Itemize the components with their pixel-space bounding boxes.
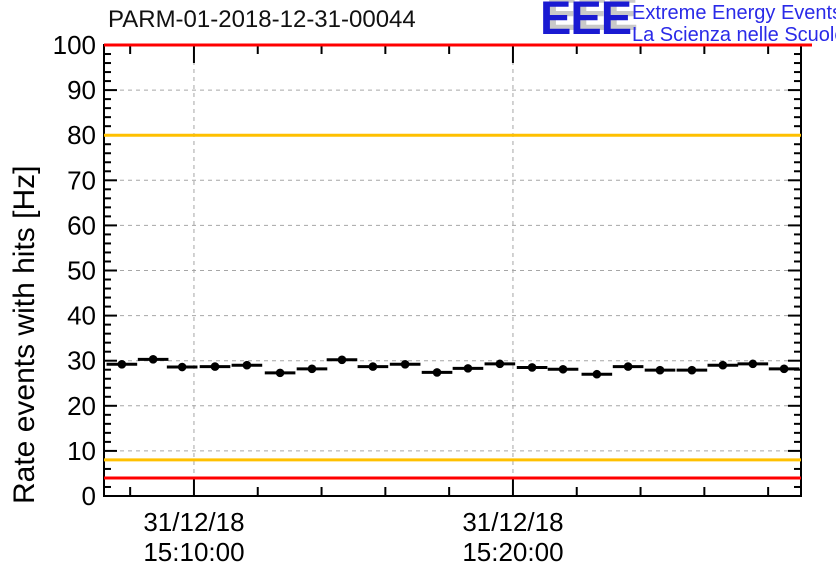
data-point: [177, 362, 187, 372]
data-point: [307, 364, 317, 374]
x-tick-label-date: 31/12/18: [143, 507, 244, 537]
data-point: [687, 365, 697, 375]
data-point: [623, 362, 633, 371]
eee-logo: EEE Extreme Energy Events La Scienza nel…: [540, 0, 836, 48]
data-point: [558, 364, 568, 374]
data-point: [748, 359, 758, 369]
data-point: [400, 360, 410, 369]
y-tick-label: 60: [67, 210, 96, 240]
y-tick-label: 20: [67, 391, 96, 421]
y-tick-label: 80: [67, 120, 96, 150]
data-point: [527, 363, 537, 372]
eee-logo-line2: La Scienza nelle Scuole: [632, 24, 836, 46]
data-point: [148, 355, 158, 364]
eee-logo-acronym: EEE: [540, 0, 632, 44]
x-tick-label-time: 15:10:00: [143, 537, 244, 567]
y-tick-label: 70: [67, 165, 96, 195]
data-point: [117, 360, 127, 369]
data-point: [432, 368, 442, 377]
data-point: [463, 364, 473, 373]
y-tick-label: 100: [53, 30, 96, 60]
y-tick-label: 0: [82, 481, 96, 511]
data-point: [368, 362, 378, 371]
data-point: [655, 365, 665, 375]
eee-logo-line1: Extreme Energy Events: [632, 2, 836, 24]
x-tick-label-time: 15:20:00: [462, 537, 563, 567]
data-point: [337, 355, 347, 365]
data-point: [495, 359, 505, 369]
y-tick-label: 40: [67, 301, 96, 331]
data-point: [779, 364, 789, 374]
data-point: [592, 369, 602, 379]
y-tick-label: 50: [67, 256, 96, 286]
page-title: PARM-01-2018-12-31-00044: [108, 6, 416, 33]
x-tick-label-date: 31/12/18: [462, 507, 563, 537]
data-point: [242, 360, 252, 370]
y-tick-label: 90: [67, 75, 96, 105]
data-point: [275, 368, 285, 378]
data-point: [718, 360, 728, 370]
data-point: [210, 362, 220, 371]
y-tick-label: 10: [67, 436, 96, 466]
y-tick-label: 30: [67, 346, 96, 376]
